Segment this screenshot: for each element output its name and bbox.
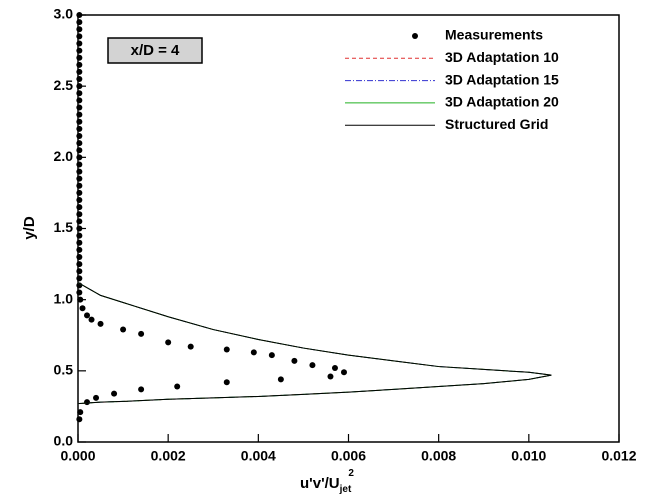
x-tick-label: 0.008 (421, 448, 456, 464)
data-point (76, 182, 83, 189)
data-point (76, 261, 83, 268)
data-point (76, 33, 83, 40)
data-point (76, 289, 83, 296)
data-point (76, 104, 83, 111)
data-point (174, 383, 181, 390)
y-axis-label: y/D (21, 216, 38, 240)
data-point (76, 54, 83, 61)
data-point (84, 399, 91, 406)
data-point (165, 339, 172, 346)
data-point (93, 394, 100, 401)
data-point (138, 386, 145, 393)
data-point (138, 330, 145, 337)
data-point (309, 362, 316, 369)
data-point (77, 296, 84, 303)
x-tick-label: 0.010 (511, 448, 546, 464)
y-tick-label: 1.5 (54, 219, 74, 235)
y-tick-label: 2.0 (54, 148, 74, 164)
data-point (340, 369, 347, 376)
data-point (76, 275, 83, 282)
data-point (76, 268, 83, 275)
data-point (76, 40, 83, 47)
annotation: x/D = 4 (131, 42, 180, 59)
data-point (76, 61, 83, 68)
x-tick-label: 0.012 (601, 448, 636, 464)
data-point (76, 175, 83, 182)
x-axis-label-sub: jet (339, 484, 352, 495)
data-point (76, 218, 83, 225)
y-tick-label: 3.0 (54, 6, 74, 22)
legend-label: Structured Grid (445, 116, 548, 132)
legend-label: Measurements (445, 27, 543, 43)
data-point (268, 352, 275, 359)
data-point (76, 416, 83, 423)
data-point (76, 118, 83, 125)
data-point (76, 26, 83, 33)
data-point (76, 204, 83, 211)
data-point (187, 343, 194, 350)
x-axis-label: u'v'/Ujet 2 (300, 468, 354, 495)
data-point (76, 76, 83, 83)
data-point (250, 349, 257, 356)
data-point (76, 68, 83, 75)
data-point (76, 125, 83, 132)
data-point (76, 197, 83, 204)
data-point (111, 390, 118, 397)
data-point (76, 253, 83, 260)
data-point (76, 147, 83, 154)
x-axis-label-main: u'v'/U (300, 475, 340, 492)
data-point (88, 316, 95, 323)
data-point (76, 239, 83, 246)
data-point (76, 97, 83, 104)
data-point (76, 189, 83, 196)
data-point (223, 346, 230, 353)
data-point (76, 246, 83, 253)
data-point (97, 320, 104, 327)
y-tick-label: 0.0 (54, 433, 74, 449)
annotation-box (107, 37, 203, 64)
data-point (76, 90, 83, 97)
data-point (76, 111, 83, 118)
series-line (77, 282, 552, 405)
y-tick-label: 1.0 (54, 290, 74, 306)
legend-label: 3D Adaptation 20 (445, 94, 559, 110)
data-point (291, 357, 298, 364)
x-tick-label: 0.000 (60, 448, 95, 464)
x-axis-label-sup: 2 (348, 468, 354, 479)
data-point (84, 312, 91, 319)
data-point (76, 154, 83, 161)
data-point (79, 305, 86, 312)
series-line (77, 282, 552, 405)
series-line (77, 282, 552, 405)
data-point (76, 211, 83, 218)
data-point (120, 326, 127, 333)
legend-marker (412, 33, 418, 39)
data-point (76, 19, 83, 26)
data-point (76, 225, 83, 232)
data-point (76, 161, 83, 168)
data-point (327, 373, 334, 380)
data-point (76, 83, 83, 90)
data-point (76, 12, 83, 18)
legend-label: 3D Adaptation 10 (445, 49, 559, 65)
data-point (223, 379, 230, 386)
data-point (76, 232, 83, 239)
series-line (77, 282, 552, 405)
data-point (76, 140, 83, 147)
x-tick-label: 0.004 (241, 448, 276, 464)
data-point (77, 409, 84, 416)
y-tick-label: 2.5 (54, 77, 74, 93)
data-point (76, 47, 83, 54)
x-tick-label: 0.006 (331, 448, 366, 464)
x-tick-label: 0.002 (151, 448, 186, 464)
legend-label: 3D Adaptation 15 (445, 71, 559, 87)
data-point (76, 132, 83, 139)
data-point (76, 168, 83, 175)
data-point (331, 364, 338, 371)
data-point (277, 376, 284, 383)
y-tick-label: 0.5 (54, 362, 74, 378)
